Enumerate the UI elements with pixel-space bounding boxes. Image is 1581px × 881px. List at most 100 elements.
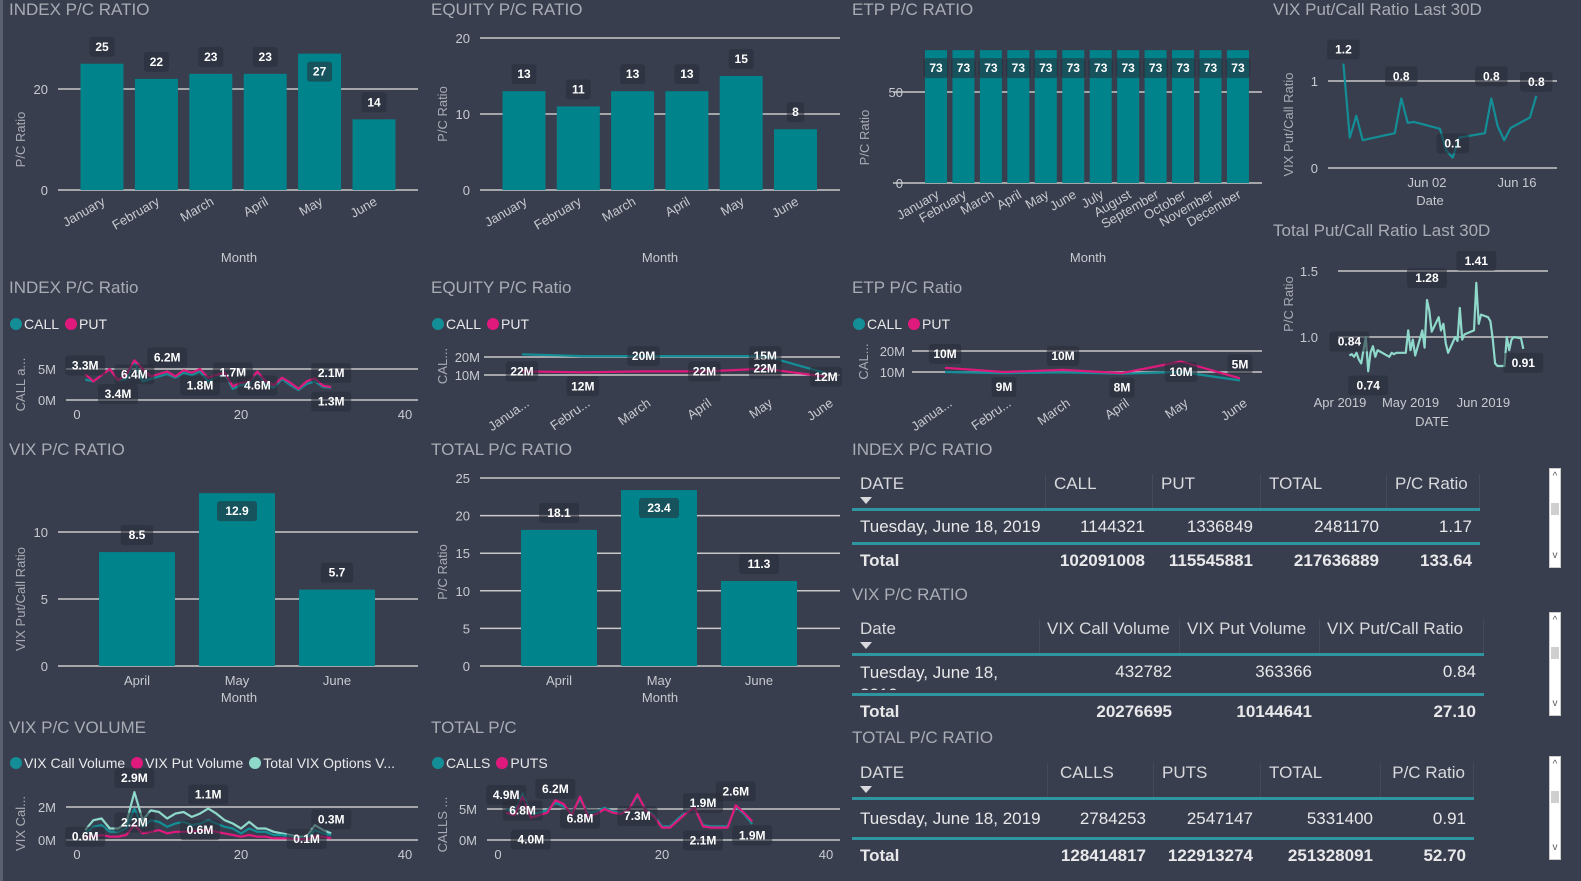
total-label: Total — [860, 702, 900, 721]
scroll-down-icon[interactable]: v — [1552, 550, 1558, 561]
data-label: 4.0M — [517, 833, 544, 847]
index-table-scrollbar[interactable]: ^ v — [1549, 468, 1561, 568]
data-label-bg — [786, 102, 805, 123]
cell-vix-call-volume: 432782 — [1115, 662, 1172, 681]
data-label-bg — [188, 784, 229, 805]
scroll-up-icon[interactable]: ^ — [1552, 471, 1558, 482]
x-tick-label: April — [546, 673, 572, 688]
y-tick-label: 0 — [896, 176, 903, 191]
scroll-down-icon[interactable]: v — [1552, 698, 1558, 709]
data-label: 13 — [680, 67, 694, 81]
scroll-thumb[interactable] — [1551, 503, 1559, 515]
x-tick-label: April — [124, 673, 150, 688]
column-header-date[interactable]: DATE — [852, 763, 1048, 797]
data-label: 73 — [957, 61, 971, 75]
data-label: 2.1M — [690, 833, 717, 847]
data-label-bg — [923, 58, 949, 79]
legend-item-calls[interactable]: CALLS — [432, 755, 490, 771]
y-axis-title: VIX Cal... — [13, 796, 28, 851]
data-label: 0.84 — [1338, 334, 1362, 348]
column-header-call[interactable]: CALL — [1046, 474, 1153, 508]
data-label: 5M — [1232, 357, 1249, 371]
bar-april — [243, 73, 287, 190]
bar-march — [979, 50, 1002, 183]
bar-april — [1007, 50, 1030, 183]
data-label-bg — [565, 79, 591, 100]
vix-table: Date VIX Call Volume VIX Put Volume VIX … — [852, 611, 1484, 728]
legend-item-vix-call[interactable]: VIX Call Volume — [10, 755, 125, 771]
data-label-bg — [1475, 66, 1508, 87]
column-header-vix-put-volume[interactable]: VIX Put Volume — [1180, 619, 1320, 653]
legend-item-put[interactable]: PUT — [487, 316, 529, 332]
cell-date: Tuesday, June 18, 2019 — [860, 663, 998, 690]
legend-dot-icon — [249, 757, 262, 769]
scroll-up-icon[interactable]: ^ — [1552, 615, 1558, 626]
column-header-total[interactable]: TOTAL — [1261, 474, 1387, 508]
column-header-total[interactable]: TOTAL — [1261, 763, 1381, 797]
x-tick-label: May 2019 — [1382, 395, 1439, 410]
table-row[interactable]: Tuesday, June 18, 2019 432782 363366 0.8… — [852, 656, 1484, 696]
legend-item-call[interactable]: CALL — [432, 316, 481, 332]
data-label-bg — [180, 820, 220, 841]
x-tick-label: February — [531, 193, 584, 232]
column-header-put[interactable]: PUT — [1153, 474, 1261, 508]
header-label: Date — [860, 619, 896, 638]
legend-dot-icon — [496, 757, 509, 769]
legend-item-put[interactable]: PUT — [65, 316, 107, 332]
total-label: Total — [860, 846, 900, 865]
y-tick-label: 0M — [459, 833, 477, 848]
legend-item-puts[interactable]: PUTS — [496, 755, 548, 771]
column-header-pc-ratio[interactable]: P/C Ratio — [1381, 763, 1474, 797]
column-header-vix-call-volume[interactable]: VIX Call Volume — [1040, 619, 1180, 653]
data-label: 18.1 — [547, 506, 571, 520]
data-label: 10M — [1169, 365, 1192, 379]
y-tick-label: 10 — [34, 525, 48, 540]
x-tick-label: March — [1035, 395, 1073, 428]
data-label-bg — [180, 375, 220, 396]
etp-bar-title: ETP P/C RATIO — [852, 0, 974, 19]
data-label: 0.74 — [1357, 378, 1381, 392]
data-label-bg — [739, 554, 779, 575]
legend-item-vix-put[interactable]: VIX Put Volume — [131, 755, 243, 771]
scroll-thumb[interactable] — [1551, 647, 1559, 659]
data-label: 20M — [632, 349, 655, 363]
legend-item-call[interactable]: CALL — [853, 316, 902, 332]
total-bar-title: TOTAL P/C RATIO — [431, 440, 573, 459]
legend-item-vix-total[interactable]: Total VIX Options V... — [249, 755, 395, 771]
data-label-bg — [1198, 58, 1223, 79]
column-header-date[interactable]: DATE — [852, 474, 1046, 508]
scroll-up-icon[interactable]: ^ — [1552, 759, 1558, 770]
column-header-puts[interactable]: PUTS — [1154, 763, 1261, 797]
data-label-bg — [65, 355, 106, 376]
legend-item-put[interactable]: PUT — [908, 316, 950, 332]
x-axis-title: Month — [1070, 250, 1106, 265]
data-label-bg — [683, 830, 723, 851]
column-header-calls[interactable]: CALLS — [1048, 763, 1154, 797]
total-table-scrollbar[interactable]: ^ v — [1549, 756, 1561, 860]
column-header-vix-pc-ratio[interactable]: VIX Put/Call Ratio — [1320, 619, 1484, 653]
legend-label: Total VIX Options V... — [263, 755, 396, 771]
data-label: 10M — [933, 347, 956, 361]
data-label-bg — [1329, 331, 1370, 352]
column-header-date[interactable]: Date — [852, 619, 1040, 653]
equity-bar-title: EQUITY P/C RATIO — [431, 0, 583, 19]
data-label-bg — [1005, 58, 1031, 79]
x-tick-label: Jun 02 — [1407, 175, 1446, 190]
total-vix-call-volume: 20276695 — [1096, 702, 1172, 721]
legend-item-call[interactable]: CALL — [10, 316, 59, 332]
bar-june — [721, 581, 797, 666]
x-tick-label: June — [348, 194, 380, 221]
data-label-bg — [1385, 66, 1418, 87]
bar-april — [99, 552, 175, 666]
table-row[interactable]: Tuesday, June 18, 2019 1144321 1336849 2… — [852, 511, 1480, 545]
x-tick-label: March — [615, 395, 653, 428]
y-tick-label: 1.5 — [1300, 264, 1318, 279]
table-row[interactable]: Tuesday, June 18, 2019 2784253 2547147 5… — [852, 800, 1474, 840]
scroll-down-icon[interactable]: v — [1552, 842, 1558, 853]
equity-line-legend: CALL PUT — [432, 316, 529, 332]
data-label-bg — [1046, 345, 1080, 366]
x-axis-title: Month — [221, 690, 257, 705]
vix-table-scrollbar[interactable]: ^ v — [1549, 612, 1561, 716]
column-header-pc-ratio[interactable]: P/C Ratio — [1387, 474, 1480, 508]
scroll-thumb[interactable] — [1551, 791, 1559, 803]
